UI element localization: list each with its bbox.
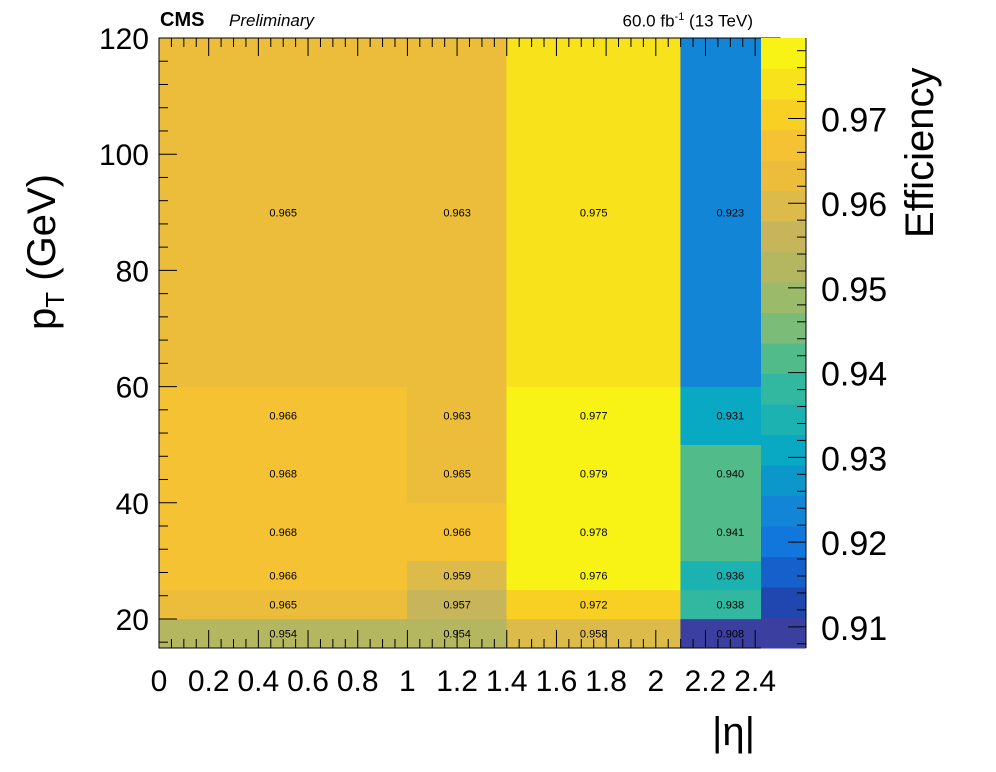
cell-value-label: 0.966 bbox=[443, 527, 471, 539]
x-tick-label: 2.2 bbox=[685, 665, 727, 698]
y-tick-label: 20 bbox=[116, 604, 149, 637]
colorbar-segment bbox=[761, 129, 806, 161]
cell-value-label: 0.958 bbox=[580, 628, 608, 640]
cell-value-label: 0.968 bbox=[269, 527, 297, 539]
heatmap-cell bbox=[407, 589, 508, 620]
colorbar-segment bbox=[761, 251, 806, 283]
cell-value-label: 0.963 bbox=[443, 207, 471, 219]
cell-value-label: 0.976 bbox=[580, 570, 608, 582]
cell-value-label: 0.931 bbox=[717, 411, 745, 423]
x-tick-label: 1.6 bbox=[536, 665, 578, 698]
heatmap-cell bbox=[407, 444, 508, 504]
y-tick-label: 80 bbox=[116, 255, 149, 288]
x-tick-label: 1.4 bbox=[486, 665, 528, 698]
status-label: Preliminary bbox=[229, 11, 315, 30]
heatmap-cell bbox=[506, 444, 681, 504]
cell-value-label: 0.908 bbox=[717, 628, 745, 640]
y-tick-label: 60 bbox=[116, 372, 149, 405]
cell-value-label: 0.959 bbox=[443, 570, 471, 582]
colorbar-segment bbox=[761, 495, 806, 527]
colorbar-segment bbox=[761, 526, 806, 557]
colorbar-segment bbox=[761, 556, 806, 588]
cell-value-label: 0.977 bbox=[580, 411, 608, 423]
x-tick-label: 2.4 bbox=[734, 665, 776, 698]
cell-value-label: 0.954 bbox=[269, 628, 297, 640]
colorbar-segment bbox=[761, 221, 806, 252]
cell-value-label: 0.963 bbox=[443, 411, 471, 423]
cell-value-label: 0.965 bbox=[269, 599, 297, 611]
colorbar-segment bbox=[761, 343, 806, 374]
colorbar-segment bbox=[761, 434, 806, 466]
colorbar-segment bbox=[761, 190, 806, 222]
x-tick-label: 1 bbox=[399, 665, 416, 698]
heatmap-cell bbox=[506, 386, 681, 445]
z-tick-label: 0.97 bbox=[821, 101, 887, 139]
heatmap-cell bbox=[158, 444, 408, 504]
heatmap-cell bbox=[407, 386, 508, 445]
heatmap-cell bbox=[506, 502, 681, 562]
cell-value-label: 0.972 bbox=[580, 599, 608, 611]
cell-value-label: 0.975 bbox=[580, 207, 608, 219]
cell-value-label: 0.965 bbox=[443, 469, 471, 481]
heatmap-cell bbox=[506, 560, 681, 591]
x-tick-label: 2 bbox=[647, 665, 664, 698]
z-tick-label: 0.93 bbox=[821, 440, 887, 478]
colorbar-segment bbox=[761, 587, 806, 618]
z-tick-label: 0.96 bbox=[821, 186, 887, 224]
cell-value-label: 0.957 bbox=[443, 599, 471, 611]
colorbar-segment bbox=[761, 282, 806, 313]
z-tick-label: 0.92 bbox=[821, 525, 887, 563]
lumi-exponent: -1 bbox=[674, 11, 685, 23]
cell-value-label: 0.940 bbox=[717, 469, 745, 481]
y-tick-label: 100 bbox=[99, 139, 149, 172]
y-axis-title: pT (GeV) bbox=[20, 174, 70, 330]
x-axis-title: |η| bbox=[712, 710, 756, 754]
cell-value-label: 0.941 bbox=[717, 527, 745, 539]
cell-value-label: 0.979 bbox=[580, 469, 608, 481]
lumi-value: 60.0 fb bbox=[622, 11, 675, 31]
x-tick-label: 1.8 bbox=[585, 665, 627, 698]
y-tick-label: 120 bbox=[99, 23, 149, 56]
y-tick-label: 40 bbox=[116, 488, 149, 521]
heatmap-cell bbox=[407, 502, 508, 562]
x-tick-label: 0 bbox=[151, 665, 168, 698]
heatmap-cell bbox=[158, 589, 408, 620]
energy-value: (13 TeV) bbox=[689, 11, 753, 31]
cell-value-label: 0.923 bbox=[717, 207, 745, 219]
z-tick-label: 0.95 bbox=[821, 271, 887, 309]
z-tick-label: 0.94 bbox=[821, 356, 887, 394]
heatmap-cell bbox=[158, 386, 408, 445]
cell-value-label: 0.936 bbox=[717, 570, 745, 582]
colorbar-segment bbox=[761, 373, 806, 405]
heatmap-cell bbox=[158, 37, 408, 387]
cell-value-label: 0.966 bbox=[269, 411, 297, 423]
x-tick-label: 0.4 bbox=[238, 665, 280, 698]
colorbar-segment bbox=[761, 38, 806, 69]
lumi-label: 60.0 fb-1 (13 TeV) bbox=[623, 11, 753, 32]
colorbar-segment bbox=[761, 99, 806, 130]
z-axis-title: Efficiency bbox=[898, 67, 942, 238]
heatmap-cell bbox=[158, 502, 408, 562]
cell-value-label: 0.968 bbox=[269, 469, 297, 481]
x-tick-label: 0.2 bbox=[188, 665, 230, 698]
x-tick-label: 0.6 bbox=[287, 665, 329, 698]
cell-value-label: 0.966 bbox=[269, 570, 297, 582]
x-tick-label: 0.8 bbox=[337, 665, 379, 698]
cell-value-label: 0.965 bbox=[269, 207, 297, 219]
x-tick-label: 1.2 bbox=[436, 665, 478, 698]
colorbar-segment bbox=[761, 68, 806, 100]
experiment-label: CMS bbox=[160, 9, 205, 31]
colorbar-segment bbox=[761, 404, 806, 435]
cell-value-label: 0.938 bbox=[717, 599, 745, 611]
z-tick-label: 0.91 bbox=[821, 610, 887, 648]
cell-value-label: 0.978 bbox=[580, 527, 608, 539]
